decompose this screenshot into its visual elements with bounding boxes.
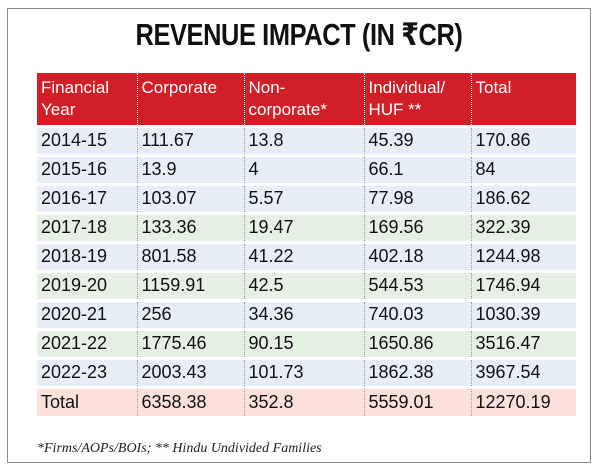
cell-individual-huf: 169.56: [364, 211, 472, 242]
cell-individual-huf: 66.1: [364, 153, 472, 184]
cell-year: 2019-20: [37, 269, 138, 300]
cell-non-corporate: 90.15: [244, 327, 365, 358]
table-row: 2021-22 1775.46 90.15 1650.86 3516.47: [37, 327, 576, 358]
chart-card: REVENUE IMPACT (IN ₹CR) Financial Year C…: [7, 8, 591, 463]
cell-corporate: 1159.91: [137, 269, 245, 300]
table-row: 2016-17 103.07 5.57 77.98 186.62: [37, 182, 576, 213]
cell-corporate: 256: [137, 298, 245, 329]
cell-non-corporate: 13.8: [244, 124, 365, 155]
cell-individual-huf: 45.39: [364, 124, 472, 155]
header-financial-year: Financial Year: [37, 73, 138, 126]
table-row: 2018-19 801.58 41.22 402.18 1244.98: [37, 240, 576, 271]
cell-total-label: Total: [37, 385, 138, 416]
cell-individual-huf: 1862.38: [364, 356, 472, 387]
header-individual-huf: Individual/ HUF **: [364, 73, 472, 126]
cell-year: 2018-19: [37, 240, 138, 271]
cell-non-corporate: 4: [244, 153, 365, 184]
cell-corporate: 801.58: [137, 240, 245, 271]
cell-total-corporate: 6358.38: [137, 385, 245, 416]
header-corporate: Corporate: [137, 73, 245, 126]
cell-non-corporate: 19.47: [244, 211, 365, 242]
table-row: 2020-21 256 34.36 740.03 1030.39: [37, 298, 576, 329]
table-row: 2022-23 2003.43 101.73 1862.38 3967.54: [37, 356, 576, 387]
cell-total: 1746.94: [471, 269, 576, 300]
cell-total: 84: [471, 153, 576, 184]
cell-corporate: 2003.43: [137, 356, 245, 387]
cell-year: 2014-15: [37, 124, 138, 155]
cell-total: 3967.54: [471, 356, 576, 387]
cell-grand-total: 12270.19: [471, 385, 576, 416]
cell-corporate: 103.07: [137, 182, 245, 213]
cell-non-corporate: 5.57: [244, 182, 365, 213]
header-non-corporate: Non-corporate*: [244, 73, 365, 126]
header-row: Financial Year Corporate Non-corporate* …: [37, 73, 576, 126]
cell-total: 170.86: [471, 124, 576, 155]
cell-year: 2015-16: [37, 153, 138, 184]
header-total: Total: [471, 73, 576, 126]
cell-individual-huf: 740.03: [364, 298, 472, 329]
cell-corporate: 133.36: [137, 211, 245, 242]
cell-year: 2022-23: [37, 356, 138, 387]
cell-total: 1244.98: [471, 240, 576, 271]
table-row: 2017-18 133.36 19.47 169.56 322.39: [37, 211, 576, 242]
cell-individual-huf: 544.53: [364, 269, 472, 300]
cell-non-corporate: 42.5: [244, 269, 365, 300]
cell-year: 2021-22: [37, 327, 138, 358]
cell-individual-huf: 77.98: [364, 182, 472, 213]
cell-total: 1030.39: [471, 298, 576, 329]
cell-individual-huf: 402.18: [364, 240, 472, 271]
cell-non-corporate: 34.36: [244, 298, 365, 329]
table-row: 2019-20 1159.91 42.5 544.53 1746.94: [37, 269, 576, 300]
footnote: *Firms/AOPs/BOIs; ** Hindu Undivided Fam…: [37, 441, 322, 456]
cell-individual-huf: 1650.86: [364, 327, 472, 358]
table-row: 2014-15 111.67 13.8 45.39 170.86: [37, 124, 576, 155]
cell-year: 2020-21: [37, 298, 138, 329]
cell-total-individual-huf: 5559.01: [364, 385, 472, 416]
cell-total: 186.62: [471, 182, 576, 213]
cell-corporate: 1775.46: [137, 327, 245, 358]
table-row: 2015-16 13.9 4 66.1 84: [37, 153, 576, 184]
cell-non-corporate: 41.22: [244, 240, 365, 271]
cell-corporate: 111.67: [137, 124, 245, 155]
cell-non-corporate: 101.73: [244, 356, 365, 387]
cell-year: 2016-17: [37, 182, 138, 213]
cell-total: 3516.47: [471, 327, 576, 358]
chart-title: REVENUE IMPACT (IN ₹CR): [135, 17, 463, 52]
cell-corporate: 13.9: [137, 153, 245, 184]
cell-total: 322.39: [471, 211, 576, 242]
total-row: Total 6358.38 352.8 5559.01 12270.19: [37, 385, 576, 416]
table-body: 2014-15 111.67 13.8 45.39 170.86 2015-16…: [37, 124, 576, 416]
cell-total-non-corporate: 352.8: [244, 385, 365, 416]
cell-year: 2017-18: [37, 211, 138, 242]
revenue-table: Financial Year Corporate Non-corporate* …: [37, 73, 576, 416]
